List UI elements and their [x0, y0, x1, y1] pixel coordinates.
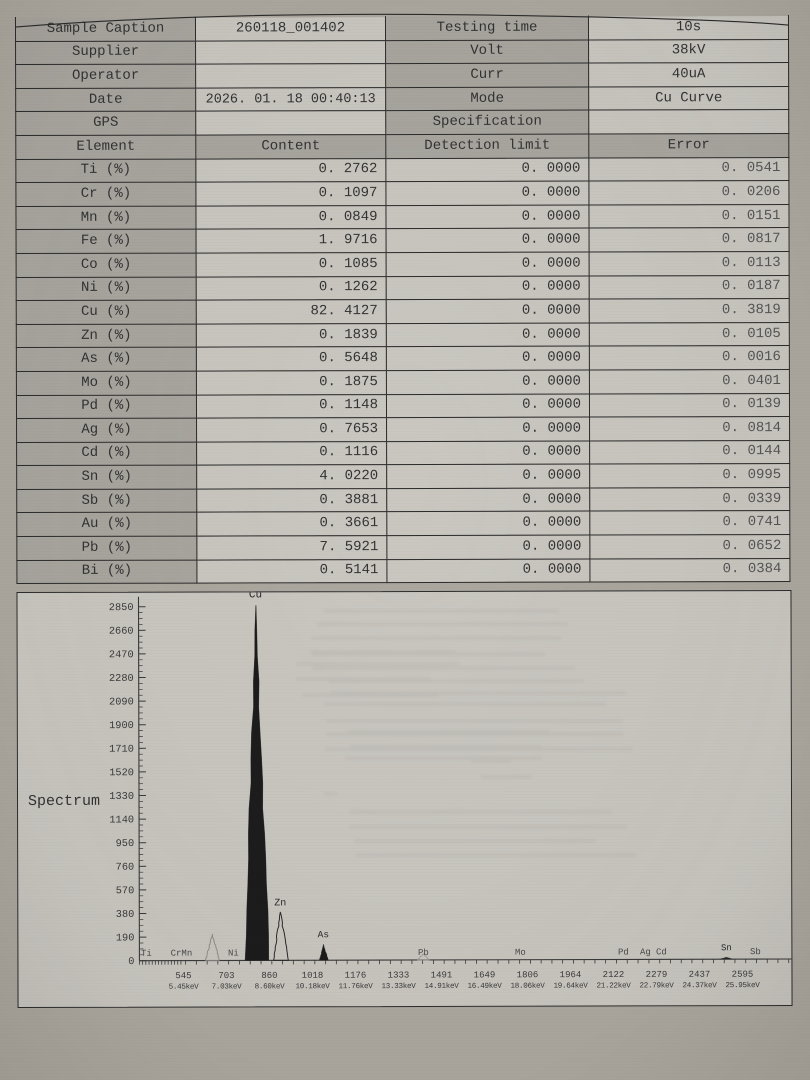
svg-text:1900: 1900	[109, 720, 134, 732]
svg-text:2122: 2122	[603, 970, 625, 980]
svg-text:14.91keV: 14.91keV	[424, 983, 459, 991]
svg-text:Cd: Cd	[656, 947, 667, 957]
svg-text:2660: 2660	[109, 626, 134, 638]
svg-text:860: 860	[261, 971, 277, 981]
svg-text:Cu: Cu	[249, 591, 262, 601]
svg-text:Pb: Pb	[418, 948, 429, 958]
svg-text:703: 703	[218, 971, 234, 981]
svg-text:1176: 1176	[345, 971, 367, 981]
svg-text:Zn: Zn	[274, 898, 286, 909]
svg-text:Mo: Mo	[515, 948, 526, 958]
svg-text:Ag: Ag	[640, 947, 651, 957]
svg-text:25.95keV: 25.95keV	[725, 982, 760, 990]
svg-text:As: As	[318, 929, 329, 940]
svg-text:760: 760	[116, 862, 135, 874]
svg-text:Ni: Ni	[228, 948, 239, 958]
svg-text:Sb: Sb	[750, 947, 761, 957]
svg-text:18.06keV: 18.06keV	[510, 983, 545, 991]
svg-text:19.64keV: 19.64keV	[553, 983, 588, 991]
svg-text:1491: 1491	[431, 970, 453, 980]
svg-text:24.37keV: 24.37keV	[682, 982, 717, 990]
svg-text:545: 545	[175, 971, 191, 981]
svg-text:1140: 1140	[109, 814, 134, 826]
svg-text:1333: 1333	[388, 971, 410, 981]
svg-text:190: 190	[116, 932, 135, 944]
svg-text:7.03keV: 7.03keV	[212, 983, 243, 991]
svg-text:2470: 2470	[109, 649, 134, 661]
svg-text:950: 950	[116, 838, 135, 850]
svg-text:2279: 2279	[646, 970, 668, 980]
svg-text:8.60keV: 8.60keV	[255, 983, 286, 991]
svg-text:1964: 1964	[560, 970, 582, 980]
svg-text:1018: 1018	[302, 971, 324, 981]
svg-text:1330: 1330	[109, 791, 134, 803]
svg-text:1710: 1710	[109, 744, 134, 756]
svg-text:2090: 2090	[109, 696, 134, 708]
svg-text:1649: 1649	[474, 970, 496, 980]
svg-text:5.45keV: 5.45keV	[169, 984, 200, 992]
svg-text:1520: 1520	[109, 767, 134, 779]
svg-text:CrMn: CrMn	[171, 949, 193, 959]
svg-text:Pd: Pd	[618, 947, 629, 957]
svg-text:380: 380	[116, 909, 135, 921]
svg-text:10.18keV: 10.18keV	[295, 983, 330, 991]
svg-text:Ti: Ti	[141, 949, 152, 959]
svg-text:2437: 2437	[689, 970, 711, 980]
svg-text:21.22keV: 21.22keV	[596, 982, 631, 990]
svg-text:0: 0	[128, 956, 134, 968]
svg-text:22.79keV: 22.79keV	[639, 982, 674, 990]
svg-text:570: 570	[116, 885, 135, 897]
svg-text:2595: 2595	[732, 970, 754, 980]
svg-text:13.33keV: 13.33keV	[381, 983, 416, 991]
svg-text:16.49keV: 16.49keV	[467, 983, 502, 991]
svg-text:11.76keV: 11.76keV	[338, 983, 373, 991]
svg-text:Sn: Sn	[721, 943, 732, 953]
svg-text:2850: 2850	[109, 602, 134, 614]
svg-text:2280: 2280	[109, 673, 134, 685]
svg-text:1806: 1806	[517, 970, 539, 980]
